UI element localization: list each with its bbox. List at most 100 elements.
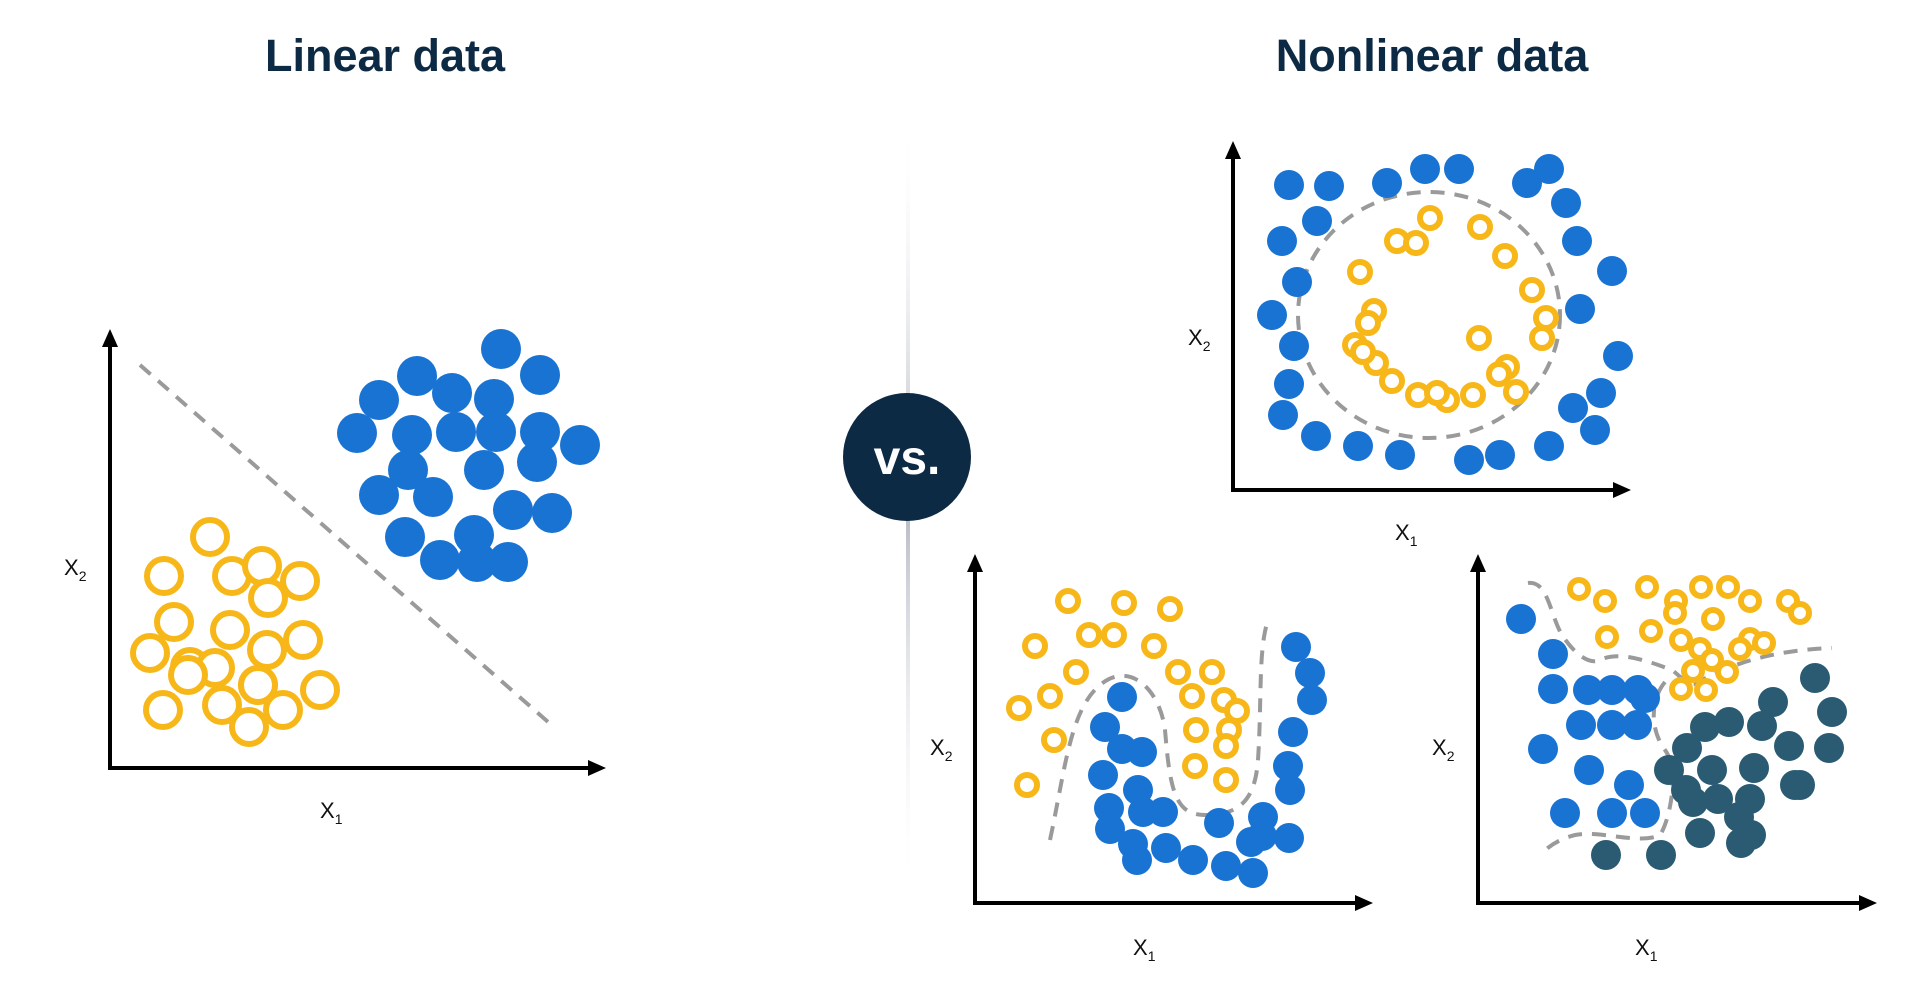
circular-y-axis-label: X2	[1188, 325, 1211, 354]
arrow-head-icon	[588, 760, 606, 776]
nonlinear-circular-panel: X1 X2	[1188, 141, 1633, 549]
class-a-point	[1157, 596, 1183, 622]
class-a-point	[1663, 601, 1687, 625]
class-a-point	[1752, 631, 1776, 655]
class-b-point	[1538, 639, 1568, 669]
class-a-point	[1467, 214, 1493, 240]
class-a-point	[283, 620, 323, 660]
class-b-point	[1614, 770, 1644, 800]
class-b-point	[1273, 751, 1303, 781]
class-a-point	[248, 578, 288, 618]
class-b-point	[1485, 440, 1515, 470]
class-c-point	[1774, 731, 1804, 761]
class-b-point	[1275, 775, 1305, 805]
class-b-point	[1597, 798, 1627, 828]
class-a-point	[1486, 361, 1512, 387]
class-a-point	[210, 610, 250, 650]
class-a-point	[1350, 339, 1376, 365]
class-a-point	[1006, 695, 1032, 721]
class-b-point	[359, 475, 399, 515]
class-b-point	[1528, 734, 1558, 764]
class-b-point	[413, 477, 453, 517]
class-b-point	[1279, 331, 1309, 361]
class-a-point	[1738, 589, 1762, 613]
class-b-point	[432, 373, 472, 413]
class-b-point	[1314, 171, 1344, 201]
class-b-point	[488, 542, 528, 582]
class-a-point	[1101, 622, 1127, 648]
class-b-point	[476, 412, 516, 452]
class-b-point	[1586, 378, 1616, 408]
class-b-point	[1410, 154, 1440, 184]
class-a-point	[1055, 588, 1081, 614]
class-a-point	[1701, 607, 1725, 631]
class-c-point	[1672, 733, 1702, 763]
class-b-point	[493, 490, 533, 530]
class-c-point	[1726, 828, 1756, 858]
circular-x-axis-label: X1	[1395, 520, 1418, 549]
class-a-point	[1635, 575, 1659, 599]
vs-badge-circle	[843, 393, 971, 521]
class-b-point	[1372, 168, 1402, 198]
class-b-point	[1238, 858, 1268, 888]
class-b-point	[436, 412, 476, 452]
class-c-point	[1739, 753, 1769, 783]
class-b-point	[560, 425, 600, 465]
arrow-head-icon	[102, 329, 118, 347]
class-b-point	[1257, 300, 1287, 330]
class-a-point	[263, 690, 303, 730]
class-b-point	[1454, 445, 1484, 475]
class-a-point	[1567, 577, 1591, 601]
class-a-point	[1715, 660, 1739, 684]
class-a-point	[1165, 659, 1191, 685]
class-a-point	[1700, 648, 1724, 672]
three-class-boundary-top	[1527, 580, 1833, 687]
three-class-boundary-bottom	[1538, 680, 1675, 857]
class-a-point	[1183, 717, 1209, 743]
linear-points	[130, 329, 600, 747]
circular-points	[1257, 154, 1633, 475]
class-b-point	[1597, 675, 1627, 705]
class-a-point	[242, 546, 282, 586]
class-b-point	[464, 450, 504, 490]
class-b-point	[457, 542, 497, 582]
linear-panel: X1 X2	[64, 329, 606, 827]
class-b-point	[1603, 341, 1633, 371]
class-a-point	[130, 633, 170, 673]
class-c-point	[1697, 755, 1727, 785]
class-b-point	[1343, 431, 1373, 461]
class-c-point	[1747, 711, 1777, 741]
class-b-point	[1573, 675, 1603, 705]
class-b-point	[1297, 685, 1327, 715]
class-b-point	[1534, 431, 1564, 461]
arrow-head-icon	[967, 554, 983, 572]
class-c-point	[1646, 840, 1676, 870]
class-b-point	[1178, 845, 1208, 875]
class-a-point	[202, 685, 242, 725]
class-b-point	[1151, 833, 1181, 863]
class-b-point	[1597, 710, 1627, 740]
wave-x-axis-label: X1	[1133, 935, 1156, 964]
class-a-point	[229, 707, 269, 747]
class-a-point	[190, 517, 230, 557]
class-b-point	[1274, 823, 1304, 853]
class-b-point	[1580, 415, 1610, 445]
class-a-point	[1519, 277, 1545, 303]
arrow-head-icon	[1470, 554, 1486, 572]
wave-points	[1006, 588, 1327, 888]
class-c-point	[1780, 770, 1810, 800]
arrow-head-icon	[1355, 895, 1373, 911]
class-a-point	[1788, 601, 1812, 625]
class-b-point	[1107, 682, 1137, 712]
class-c-point	[1703, 784, 1733, 814]
class-a-point	[1063, 659, 1089, 685]
class-b-point	[1550, 798, 1580, 828]
class-a-point	[300, 670, 340, 710]
class-b-point	[1295, 658, 1325, 688]
class-b-point	[1278, 717, 1308, 747]
class-b-point	[1444, 154, 1474, 184]
class-a-point	[1669, 677, 1693, 701]
class-b-point	[1512, 168, 1542, 198]
class-b-point	[420, 540, 460, 580]
class-c-point	[1800, 663, 1830, 693]
